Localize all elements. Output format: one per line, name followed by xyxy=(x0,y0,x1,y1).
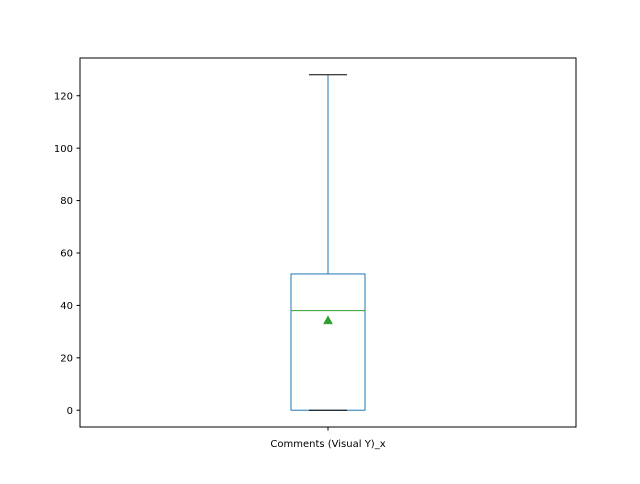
y-tick-label: 80 xyxy=(60,196,73,207)
x-tick-label: Comments (Visual Y)_x xyxy=(270,439,385,450)
y-tick-label: 40 xyxy=(60,301,73,312)
box-iqr xyxy=(290,273,366,411)
y-tick-label: 60 xyxy=(60,249,73,260)
y-tick-label: 0 xyxy=(67,406,73,417)
y-tick-label: 20 xyxy=(60,353,73,364)
y-tick-label: 120 xyxy=(54,91,73,102)
x-axis: Comments (Visual Y)_x xyxy=(270,427,386,450)
y-tick-label: 100 xyxy=(54,144,73,155)
y-axis: 0 20 40 60 80 100 120 xyxy=(54,91,80,417)
mean-marker xyxy=(323,315,333,325)
plot-layer xyxy=(290,74,366,411)
